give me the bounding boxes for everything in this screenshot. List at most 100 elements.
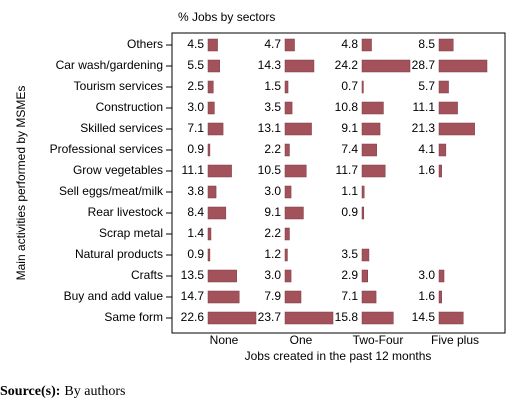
y-tick-label: Scrap metal — [99, 226, 163, 240]
bar — [361, 185, 365, 199]
value-label: 24.2 — [335, 58, 359, 72]
y-axis-label: Main activities performed by MSMEs — [14, 86, 28, 281]
y-tick-label: Same form — [104, 310, 163, 324]
bar — [361, 164, 386, 178]
bar — [207, 143, 211, 157]
value-label: 22.6 — [181, 310, 205, 324]
bar — [284, 59, 315, 73]
y-tick-label: Buy and add value — [64, 289, 164, 303]
plot-frame — [171, 32, 506, 334]
column-label: One — [290, 333, 313, 347]
bar — [438, 122, 475, 136]
bar — [438, 59, 488, 73]
bar — [438, 101, 458, 115]
bar — [361, 143, 377, 157]
value-label: 2.2 — [264, 226, 281, 240]
bar — [207, 206, 227, 220]
value-label: 0.9 — [187, 247, 204, 261]
y-tick-label: Natural products — [75, 247, 163, 261]
value-label: 3.0 — [264, 184, 281, 198]
bar — [207, 185, 217, 199]
value-label: 11.1 — [182, 163, 205, 177]
value-label: 7.1 — [187, 121, 204, 135]
y-tick-label: Tourism services — [74, 79, 163, 93]
y-tick-label: Car wash/gardening — [56, 58, 163, 72]
bar — [284, 122, 312, 136]
value-label: 11.7 — [336, 163, 359, 177]
source-label: Source(s): — [0, 384, 60, 399]
bar — [438, 269, 445, 283]
source: Source(s): By authors — [0, 384, 125, 399]
bar — [207, 38, 218, 52]
column-label: Two-Four — [353, 333, 404, 347]
value-label: 3.0 — [187, 100, 204, 114]
y-tick-label: Crafts — [131, 268, 163, 282]
value-label: 9.1 — [341, 121, 358, 135]
value-label: 5.5 — [187, 58, 204, 72]
value-label: 11.1 — [413, 100, 436, 114]
bar — [438, 311, 464, 325]
value-label: 3.5 — [341, 247, 358, 261]
y-tick-label: Rear livestock — [88, 205, 164, 219]
bar — [207, 164, 232, 178]
bar — [361, 311, 394, 325]
value-label: 10.8 — [335, 100, 359, 114]
value-label: 4.7 — [264, 37, 281, 51]
value-label: 10.5 — [258, 163, 282, 177]
y-tick-label: Professional services — [50, 142, 163, 156]
value-label: 3.0 — [418, 268, 435, 282]
bar — [207, 59, 220, 73]
y-tick-label: Others — [127, 37, 163, 51]
value-label: 4.5 — [187, 37, 204, 51]
value-label: 3.5 — [264, 100, 281, 114]
bar — [284, 206, 304, 220]
value-label: 0.9 — [187, 142, 204, 156]
value-label: 28.7 — [412, 58, 436, 72]
bar — [438, 143, 447, 157]
y-tick-label: Construction — [96, 100, 163, 114]
value-label: 21.3 — [412, 121, 436, 135]
value-label: 1.1 — [341, 184, 358, 198]
bar — [284, 80, 289, 94]
y-tick-label: Skilled services — [80, 121, 163, 135]
value-label: 0.9 — [341, 205, 358, 219]
bar — [207, 101, 215, 115]
value-label: 2.5 — [187, 79, 204, 93]
bar — [207, 290, 240, 304]
value-label: 0.7 — [341, 79, 358, 93]
value-label: 3.8 — [187, 184, 204, 198]
bar — [284, 227, 290, 241]
bar — [284, 248, 288, 262]
value-label: 1.2 — [264, 247, 281, 261]
bar — [207, 80, 214, 94]
value-label: 7.9 — [264, 289, 281, 303]
y-tick-label: Grow vegetables — [73, 163, 163, 177]
value-label: 4.8 — [341, 37, 358, 51]
value-label: 2.2 — [264, 142, 281, 156]
bar — [438, 290, 442, 304]
bar — [207, 311, 257, 325]
bar — [361, 101, 384, 115]
bar — [361, 122, 381, 136]
x-axis-label: Jobs created in the past 12 months — [245, 349, 432, 363]
column-label: None — [210, 333, 239, 347]
value-label: 15.8 — [335, 310, 359, 324]
value-label: 14.7 — [181, 289, 205, 303]
value-label: 3.0 — [264, 268, 281, 282]
bar — [284, 101, 293, 115]
y-tick-label: Sell eggs/meat/milk — [59, 184, 164, 198]
column-label: Five plus — [431, 333, 479, 347]
value-label: 9.1 — [264, 205, 281, 219]
value-label: 13.1 — [258, 121, 282, 135]
value-label: 1.4 — [187, 226, 204, 240]
bar — [284, 38, 295, 52]
value-label: 8.4 — [187, 205, 204, 219]
value-label: 7.1 — [341, 289, 358, 303]
bar — [361, 38, 372, 52]
bar — [207, 122, 224, 136]
value-label: 7.4 — [341, 142, 358, 156]
bar — [284, 269, 292, 283]
bar — [284, 185, 292, 199]
bar — [284, 290, 302, 304]
value-label: 23.7 — [258, 310, 282, 324]
